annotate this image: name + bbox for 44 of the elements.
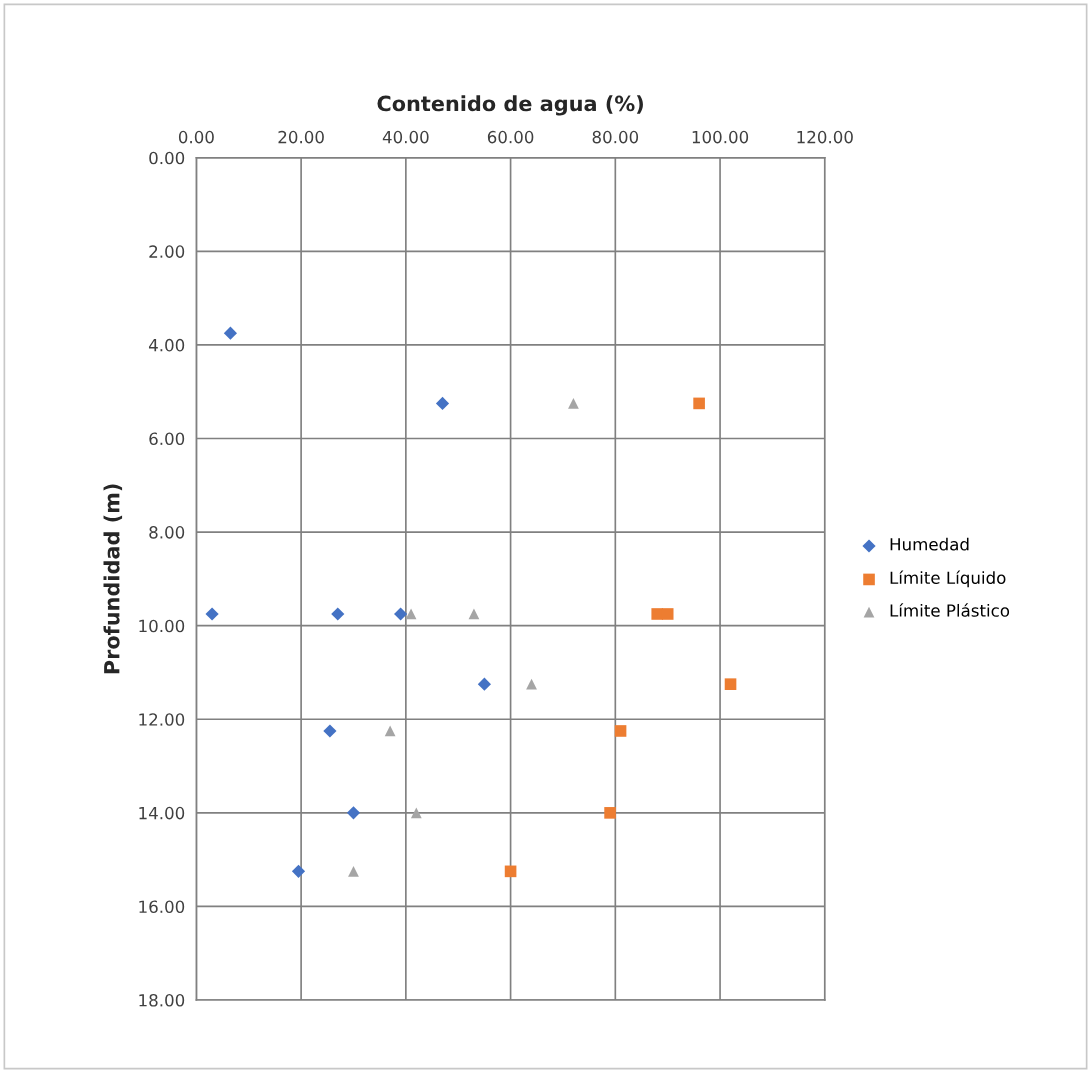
point (693, 397, 705, 410)
point (394, 607, 408, 621)
point (468, 608, 480, 620)
y-tick-label: 18.00 (139, 994, 185, 1007)
legend-label: Humedad (890, 537, 969, 551)
point (526, 678, 537, 690)
y-tick-label: 14.00 (139, 806, 185, 820)
x-tick-label: 120.00 (797, 130, 853, 144)
legend-label: Límite Plástico (890, 603, 1010, 617)
x-tick-label: 40.00 (382, 130, 429, 144)
point (323, 724, 337, 738)
y-tick-label: 6.00 (149, 432, 185, 446)
x-tick-label: 80.00 (592, 130, 639, 144)
y-tick-label: 2.00 (149, 245, 185, 258)
point (651, 608, 664, 620)
point (223, 326, 238, 340)
point (205, 607, 219, 621)
point (346, 806, 361, 820)
point (348, 865, 359, 877)
point (568, 398, 579, 409)
y-tick-label: 16.00 (139, 900, 185, 914)
point (604, 807, 616, 819)
point (477, 677, 491, 691)
y-tick-label: 4.00 (148, 338, 185, 352)
y-tick-label: 0.00 (149, 151, 185, 165)
y-axis-title: Profundidad (m) (103, 484, 123, 674)
x-tick-label: 20.00 (278, 130, 324, 144)
point (724, 678, 737, 690)
y-tick-label: 10.00 (139, 619, 185, 633)
y-tick-label: 12.00 (139, 713, 185, 726)
point (410, 807, 422, 819)
point (384, 725, 396, 737)
x-tick-label: 0.00 (178, 130, 214, 144)
point (291, 864, 306, 878)
x-tick-label: 60.00 (487, 130, 534, 144)
legend-label: Límite Líquido (890, 570, 1006, 588)
point (661, 608, 674, 620)
y-tick-label: 8.00 (149, 526, 185, 539)
point (614, 725, 627, 737)
point (435, 396, 450, 410)
point (331, 607, 345, 621)
x-axis-title: Contenido de agua (%) (377, 95, 643, 116)
point (504, 865, 517, 878)
x-tick-label: 100.00 (692, 130, 749, 144)
